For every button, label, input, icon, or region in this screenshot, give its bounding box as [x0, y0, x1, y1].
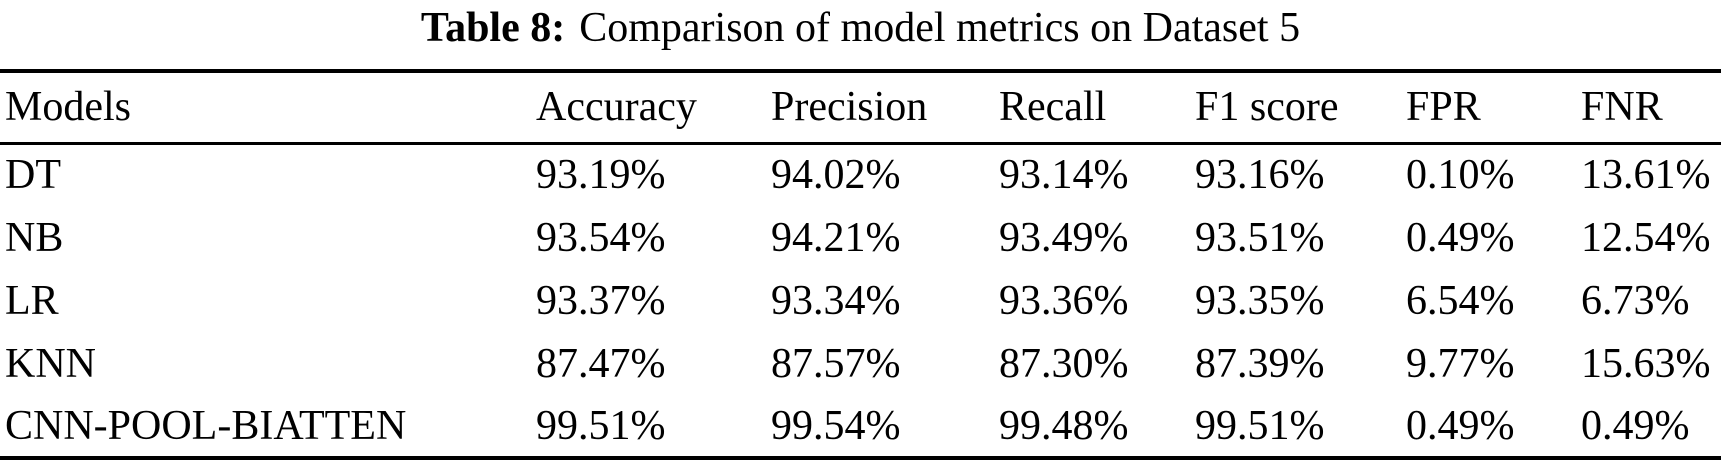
table-row: CNN-POOL-BIATTEN 99.51% 99.54% 99.48% 99… — [0, 395, 1721, 458]
cell-f1-score: 87.39% — [1195, 340, 1325, 387]
cell-accuracy: 87.47% — [536, 340, 666, 387]
cell-f1-score: 93.35% — [1195, 277, 1325, 324]
cell-model: CNN-POOL-BIATTEN — [5, 402, 407, 449]
cell-precision: 99.54% — [771, 402, 901, 449]
column-header-recall: Recall — [999, 71, 1195, 145]
column-header-fnr: FNR — [1581, 71, 1721, 145]
cell-model: LR — [5, 277, 59, 324]
cell-precision: 87.57% — [771, 340, 901, 387]
cell-accuracy: 99.51% — [536, 402, 666, 449]
cell-precision: 94.02% — [771, 152, 901, 199]
cell-model: KNN — [5, 340, 96, 387]
cell-recall: 93.14% — [999, 152, 1129, 199]
table-caption-label: Table 8: — [420, 5, 566, 51]
metrics-table: Models Accuracy Precision Recall F1 scor… — [0, 69, 1721, 460]
cell-fpr: 0.49% — [1406, 402, 1515, 449]
table-row: DT 93.19% 94.02% 93.14% 93.16% 0.10% 13.… — [0, 143, 1721, 206]
table-row: NB 93.54% 94.21% 93.49% 93.51% 0.49% 12.… — [0, 206, 1721, 269]
cell-fpr: 6.54% — [1406, 277, 1515, 324]
table-row: LR 93.37% 93.34% 93.36% 93.35% 6.54% 6.7… — [0, 269, 1721, 332]
cell-model: NB — [5, 214, 64, 261]
cell-recall: 93.49% — [999, 214, 1129, 261]
table-caption: Table 8: Comparison of model metrics on D… — [0, 0, 1721, 52]
cell-precision: 93.34% — [771, 277, 901, 324]
cell-precision: 94.21% — [771, 214, 901, 261]
cell-fnr: 13.61% — [1581, 152, 1711, 199]
cell-fnr: 12.54% — [1581, 214, 1711, 261]
cell-f1-score: 93.51% — [1195, 214, 1325, 261]
table-caption-text: Comparison of model metrics on Dataset 5 — [579, 5, 1301, 51]
cell-f1-score: 93.16% — [1195, 152, 1325, 199]
cell-accuracy: 93.37% — [536, 277, 666, 324]
cell-fpr: 0.49% — [1406, 214, 1515, 261]
header-row: Models Accuracy Precision Recall F1 scor… — [0, 71, 1721, 145]
cell-fpr: 0.10% — [1406, 152, 1515, 199]
cell-fnr: 6.73% — [1581, 277, 1690, 324]
cell-recall: 99.48% — [999, 402, 1129, 449]
cell-fnr: 0.49% — [1581, 402, 1690, 449]
cell-accuracy: 93.54% — [536, 214, 666, 261]
cell-recall: 93.36% — [999, 277, 1129, 324]
table-row: KNN 87.47% 87.57% 87.30% 87.39% 9.77% 15… — [0, 332, 1721, 395]
cell-fnr: 15.63% — [1581, 340, 1711, 387]
cell-f1-score: 99.51% — [1195, 402, 1325, 449]
cell-accuracy: 93.19% — [536, 152, 666, 199]
cell-recall: 87.30% — [999, 340, 1129, 387]
column-header-fpr: FPR — [1406, 71, 1581, 145]
column-header-models: Models — [0, 71, 536, 145]
cell-fpr: 9.77% — [1406, 340, 1515, 387]
column-header-f1-score: F1 score — [1195, 71, 1406, 145]
column-header-precision: Precision — [771, 71, 999, 145]
column-header-accuracy: Accuracy — [536, 71, 771, 145]
cell-model: DT — [5, 152, 61, 199]
